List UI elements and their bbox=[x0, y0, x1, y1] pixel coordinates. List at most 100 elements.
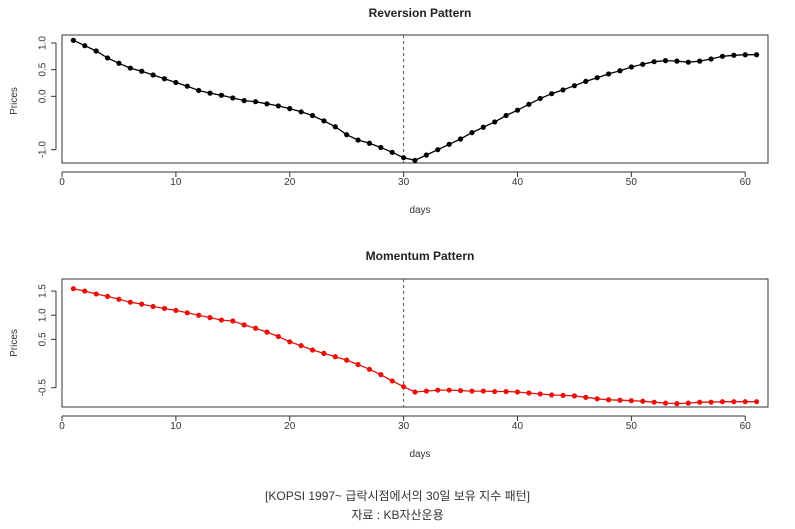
momentum-pattern-panel: Momentum Pattern Prices days 0 10 20 30 40 50… bbox=[9, 249, 769, 460]
data-point bbox=[287, 106, 293, 112]
data-point bbox=[492, 388, 498, 395]
data-point bbox=[82, 43, 88, 49]
data-point bbox=[662, 400, 669, 406]
data-point bbox=[218, 92, 225, 98]
data-point bbox=[651, 399, 657, 405]
data-point bbox=[298, 109, 304, 115]
data-point bbox=[207, 315, 213, 321]
data-point bbox=[651, 59, 657, 65]
x-tick-label: 20 bbox=[284, 177, 296, 188]
x-tick-label: 20 bbox=[284, 421, 296, 432]
x-tick-label: 0 bbox=[59, 421, 65, 432]
data-point bbox=[93, 48, 99, 54]
data-point bbox=[457, 136, 464, 142]
data-point bbox=[116, 60, 122, 66]
data-point bbox=[754, 52, 760, 58]
data-point bbox=[321, 118, 327, 124]
data-point bbox=[127, 299, 133, 305]
x-tick-label: 40 bbox=[512, 421, 524, 432]
data-point bbox=[332, 124, 338, 130]
data-point bbox=[366, 366, 373, 372]
data-point bbox=[366, 140, 373, 146]
data-point bbox=[139, 68, 145, 74]
x-tick-label: 50 bbox=[626, 421, 638, 432]
data-point bbox=[173, 307, 179, 313]
data-point bbox=[196, 312, 202, 318]
data-point bbox=[594, 396, 600, 402]
data-point bbox=[446, 141, 452, 147]
data-point bbox=[173, 79, 179, 86]
data-point bbox=[264, 329, 270, 335]
data-point bbox=[537, 95, 543, 102]
y-tick-label: 1.5 bbox=[38, 284, 49, 298]
data-point bbox=[184, 83, 190, 89]
data-point bbox=[503, 388, 509, 395]
y-tick-label: 0.0 bbox=[38, 89, 49, 103]
figure-caption: [KOPSI 1997~ 급락시점에서의 30일 보유 지수 패턴] bbox=[265, 489, 530, 503]
data-point bbox=[526, 390, 532, 396]
data-point bbox=[719, 53, 726, 59]
data-point bbox=[241, 322, 247, 328]
x-tick-label: 30 bbox=[398, 421, 410, 432]
data-point bbox=[275, 333, 281, 340]
data-point bbox=[230, 95, 236, 101]
data-point bbox=[617, 68, 623, 74]
y-tick-label: 1.0 bbox=[38, 36, 49, 50]
data-point bbox=[514, 389, 521, 395]
data-point bbox=[412, 389, 418, 395]
data-point bbox=[549, 91, 555, 97]
data-point bbox=[150, 72, 156, 78]
x-tick-label: 60 bbox=[740, 421, 752, 432]
data-point bbox=[480, 124, 486, 130]
data-point bbox=[252, 99, 259, 105]
data-point bbox=[412, 157, 418, 163]
data-point bbox=[662, 58, 669, 64]
data-point bbox=[537, 391, 543, 397]
data-point bbox=[583, 78, 589, 84]
data-point bbox=[526, 101, 532, 107]
chart-title: Reversion Pattern bbox=[369, 6, 472, 20]
plot-frame bbox=[61, 278, 769, 408]
y-tick-label: -0.5 bbox=[38, 379, 49, 397]
data-point bbox=[298, 343, 304, 349]
data-point bbox=[549, 392, 555, 398]
data-point bbox=[640, 398, 646, 404]
data-point bbox=[218, 317, 225, 323]
data-point bbox=[719, 399, 726, 405]
data-point bbox=[184, 310, 190, 316]
data-point bbox=[708, 399, 714, 405]
series-line bbox=[73, 288, 757, 405]
data-point bbox=[685, 400, 691, 406]
data-point bbox=[742, 52, 748, 58]
y-tick-label: 0.5 bbox=[38, 62, 49, 76]
data-point bbox=[196, 87, 202, 94]
data-point bbox=[742, 399, 748, 405]
data-point bbox=[571, 393, 578, 399]
data-point bbox=[514, 107, 521, 113]
data-point bbox=[731, 399, 737, 405]
data-point bbox=[287, 339, 293, 345]
data-point bbox=[344, 357, 350, 363]
y-tick-label: 1.0 bbox=[38, 308, 49, 322]
data-point bbox=[355, 361, 361, 368]
data-point bbox=[583, 394, 589, 400]
data-point bbox=[560, 392, 566, 399]
data-point bbox=[674, 58, 680, 64]
reversion-pattern-panel: Reversion Pattern Prices days 0 10 20 30 40 5… bbox=[9, 6, 769, 216]
data-point bbox=[82, 288, 88, 294]
chart-title: Momentum Pattern bbox=[366, 249, 475, 263]
data-point bbox=[241, 98, 247, 104]
data-point bbox=[423, 388, 429, 394]
data-point bbox=[435, 387, 441, 393]
x-tick-label: 0 bbox=[59, 177, 65, 188]
data-point bbox=[309, 347, 316, 353]
data-point bbox=[560, 87, 566, 93]
data-point bbox=[104, 55, 111, 61]
figure-source: 자료 : KB자산운용 bbox=[351, 508, 444, 522]
data-point bbox=[640, 61, 646, 67]
data-point bbox=[161, 76, 168, 82]
y-axis-label: Prices bbox=[9, 87, 20, 115]
data-point bbox=[127, 65, 133, 71]
data-point bbox=[309, 112, 316, 119]
data-point bbox=[70, 286, 76, 292]
